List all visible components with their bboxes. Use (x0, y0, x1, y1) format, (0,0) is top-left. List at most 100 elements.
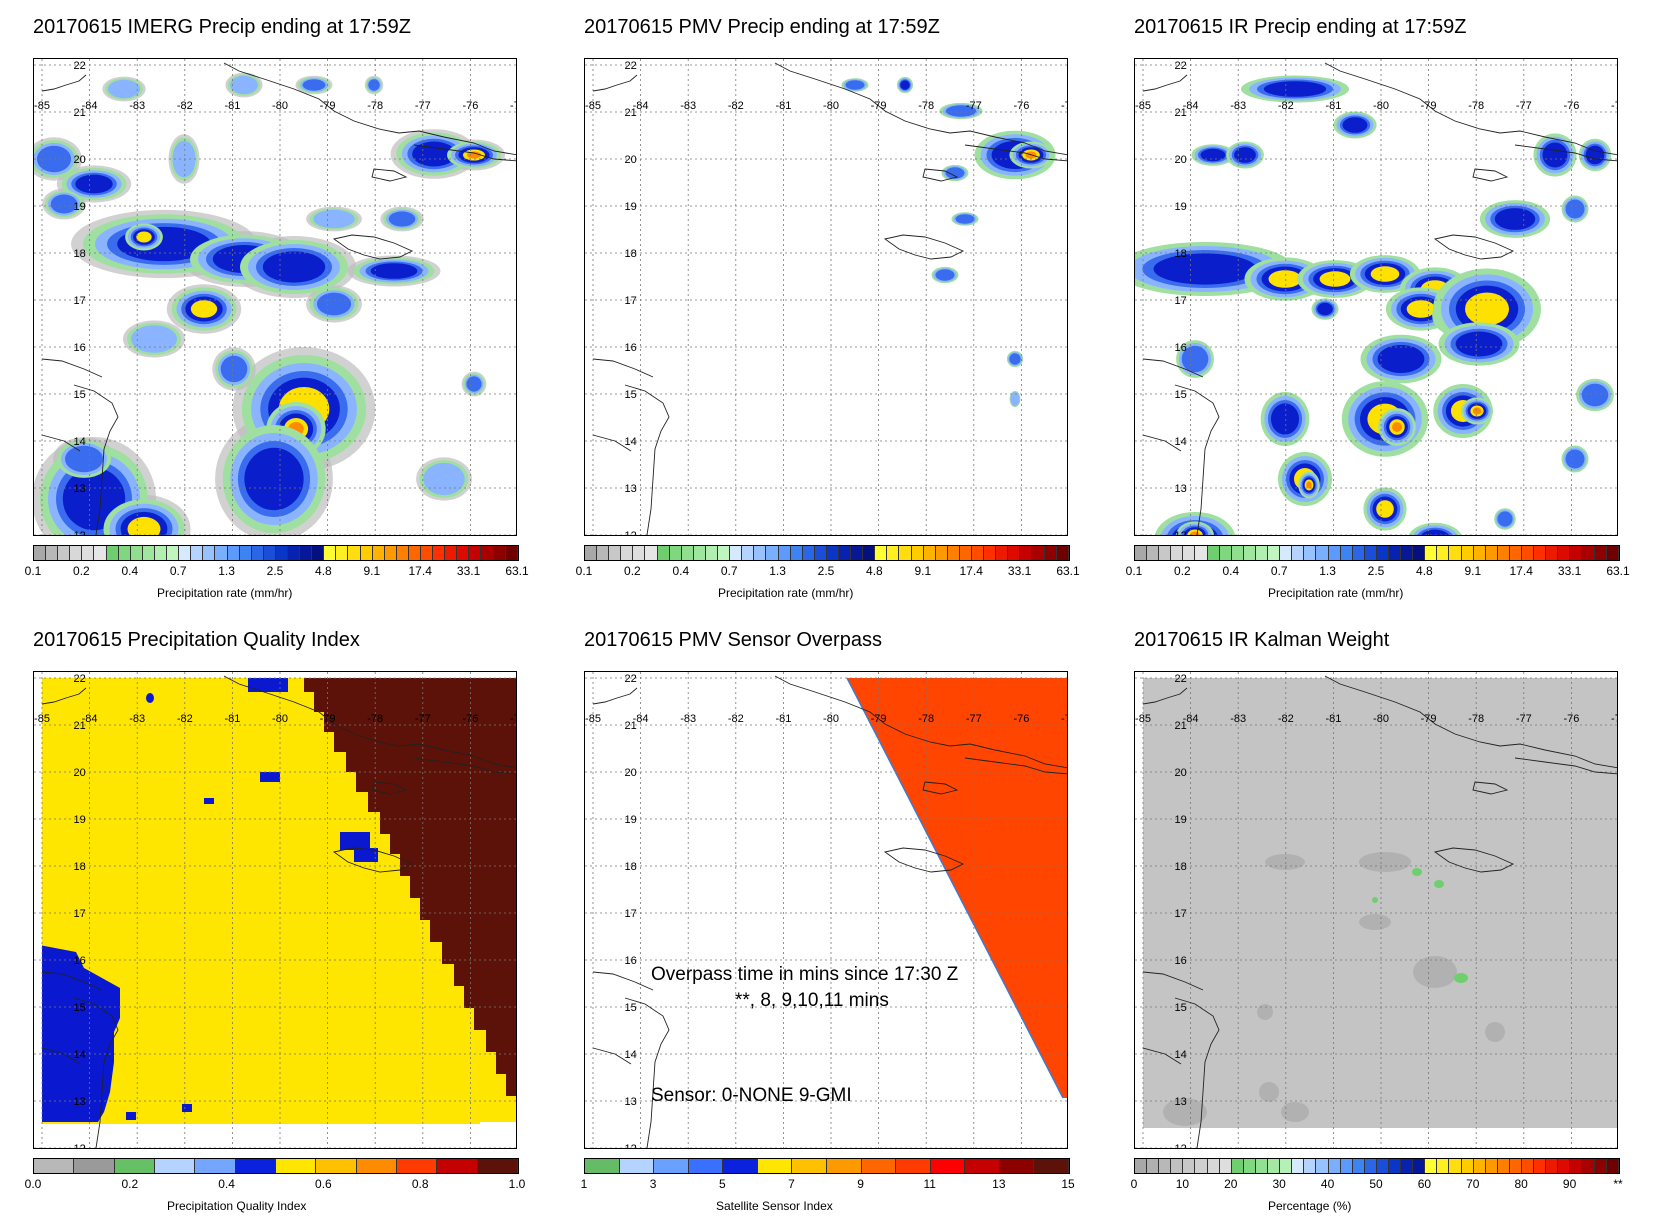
colorbar-ticks: 0.0 0.2 0.4 0.6 0.8 1.0 (25, 1177, 526, 1193)
colorbar-segment (693, 546, 706, 560)
colorbar-tick-label: 0.7 (169, 564, 187, 578)
colorbar-tick-label: 0.0 (24, 1177, 42, 1191)
lat-label: 17 (624, 295, 636, 307)
colorbar-segment (82, 546, 95, 560)
lat-label: 16 (73, 955, 85, 967)
colorbar-tick-label: 0.2 (73, 564, 90, 578)
lon-label: -79 (1421, 100, 1437, 112)
colorbar-segment (287, 546, 301, 560)
lat-label: 18 (624, 248, 636, 260)
colorbar-segment (1364, 546, 1377, 560)
lat-label: 22 (73, 673, 85, 685)
lon-label: -84 (633, 713, 649, 725)
lon-label: -85 (1135, 100, 1151, 112)
colorbar-segment (1056, 546, 1069, 560)
coastline (1514, 757, 1617, 775)
kalman-dark-spot (1413, 956, 1457, 988)
colorbar-segment (875, 546, 888, 560)
colorbar-tick-label: 5 (718, 1177, 726, 1191)
colorbar-segment (814, 546, 827, 560)
colorbar-segment (609, 546, 622, 560)
colorbar-label: Satellite Sensor Index (716, 1199, 833, 1213)
colorbar-segment (239, 546, 252, 560)
colorbar-segment (1135, 1159, 1148, 1173)
lat-lon-grid (34, 672, 516, 1148)
colorbar (1134, 1158, 1620, 1174)
colorbar-label: Percentage (%) (1268, 1199, 1352, 1213)
lat-label: 22 (1174, 673, 1186, 685)
colorbar-tick-label: 0.7 (720, 564, 738, 578)
kalman-green-spot (1372, 897, 1378, 903)
coastline (332, 847, 414, 873)
precip-cell (467, 151, 481, 159)
lat-label: 18 (73, 861, 85, 873)
precip-cell (945, 167, 965, 179)
lon-label: -75 (1611, 100, 1618, 112)
coastline (41, 358, 103, 378)
colorbar-segment (493, 546, 506, 560)
precip-cell (1010, 392, 1020, 406)
precip-cell (107, 79, 141, 99)
colorbar-segment (1195, 1159, 1208, 1173)
kalman-dark-spot (1281, 1102, 1309, 1122)
colorbar-segment (1219, 546, 1232, 560)
coastline (1174, 997, 1220, 1148)
colorbar-tick-label: 40 (1320, 1177, 1335, 1191)
colorbar-segment (930, 1159, 966, 1173)
lat-label: 20 (1174, 154, 1186, 166)
kalman-green-spot (1412, 868, 1422, 876)
colorbar-tick-label: 1 (580, 1177, 588, 1191)
lat-label: 14 (73, 1049, 85, 1061)
colorbar-tick-label: 17.4 (1509, 564, 1533, 578)
colorbar-segment (972, 546, 985, 560)
axis-labels: -85 -84 -83 -82 -81 -80 -79 -78 -77 -76 -75 22 21 20 1… (1135, 60, 1618, 535)
lon-label: -84 (633, 100, 649, 112)
precip-cell (1542, 142, 1568, 168)
colorbar-segment (654, 1159, 689, 1173)
lon-label: -76 (462, 100, 478, 112)
precip-cell (1465, 292, 1509, 326)
sensor-legend-text: Sensor: 0-NONE 9-GMI (651, 1085, 852, 1106)
lat-label: 13 (624, 1096, 636, 1108)
coastline (1142, 74, 1188, 92)
coastline (592, 1047, 632, 1065)
colorbar-tick-label: 2.5 (1367, 564, 1385, 578)
colorbar-segment (1147, 546, 1160, 560)
precip-cell (1270, 403, 1300, 435)
colorbar-segment (1546, 1159, 1559, 1173)
colorbar-segment (235, 1159, 276, 1173)
colorbar-tick-label: 60 (1417, 1177, 1432, 1191)
lat-label: 15 (624, 1002, 636, 1014)
precip-cell (75, 174, 113, 194)
colorbar-segment (1546, 546, 1559, 560)
axis-labels: -85 -84 -83 -82 -81 -80 -79 -78 -77 -76 -75 22 21 20 1… (34, 673, 516, 1149)
colorbar-segment (1509, 1159, 1522, 1173)
lat-label: 12 (73, 530, 85, 536)
lat-label: 20 (624, 767, 636, 779)
quality-index-panel: 20170615 Precipitation Quality Index -85… (25, 629, 553, 1229)
precip-cell (845, 80, 865, 90)
lon-label: -82 (177, 713, 193, 725)
colorbar-segment (802, 546, 815, 560)
lat-label: 12 (73, 1143, 85, 1149)
coastline (1142, 358, 1204, 378)
lon-label: -78 (918, 100, 934, 112)
kalman-dark-spot (1359, 914, 1391, 930)
lat-label: 12 (624, 530, 636, 536)
lat-label: 21 (624, 720, 636, 732)
kalman-dark-spot (1257, 1004, 1273, 1020)
colorbar-ticks: 1 3 5 7 9 11 13 15 (580, 1177, 1075, 1193)
lat-label: 19 (73, 814, 85, 826)
lat-label: 13 (73, 483, 85, 495)
precip-cell (1317, 302, 1333, 316)
coastline (1324, 62, 1617, 156)
colorbar-segment (1461, 1159, 1474, 1173)
panel-title: 20170615 Precipitation Quality Index (33, 629, 360, 651)
precip-cell (127, 516, 161, 535)
colorbar-segment (312, 546, 325, 560)
precip-cell (65, 445, 103, 473)
colorbar-segment (1020, 546, 1033, 560)
precip-cell (1494, 208, 1536, 230)
lat-label: 20 (1174, 767, 1186, 779)
colorbar-segment (1304, 546, 1317, 560)
